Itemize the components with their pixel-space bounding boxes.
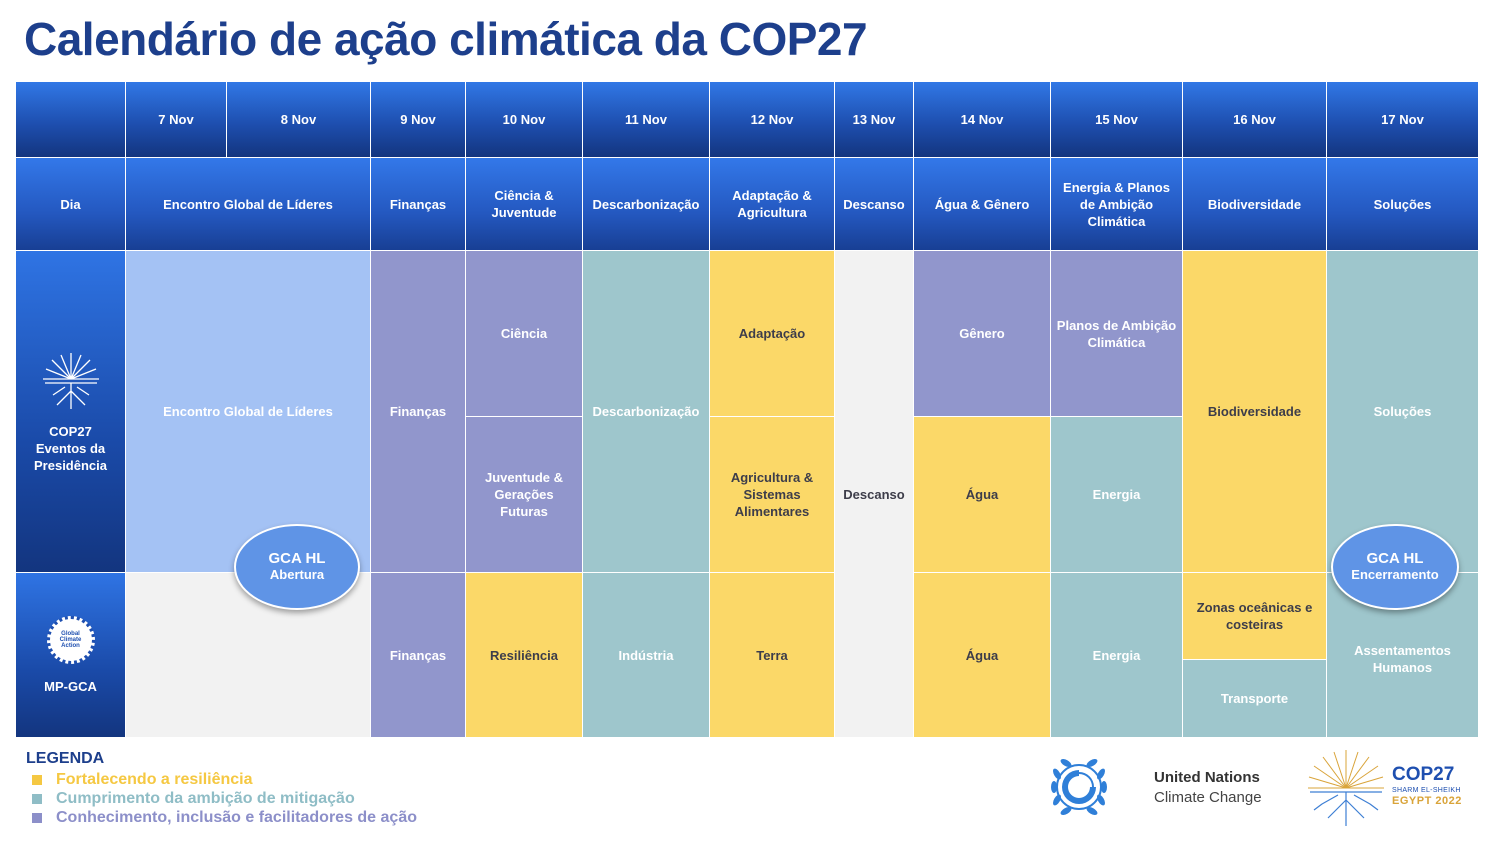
event-descarbonizacao: Descarbonização [583, 251, 709, 572]
sun-burst-icon [42, 353, 99, 409]
legend-label: Cumprimento da ambição de mitigação [56, 789, 355, 807]
gca-hl-closing-title: GCA HL [1366, 550, 1424, 567]
event-lideres: Encontro Global de Líderes [126, 251, 370, 572]
unfccc-logo: United Nations Climate Change [1044, 752, 1262, 822]
date-header: 15 Nov [1051, 82, 1182, 157]
mpgca-resiliencia: Resiliência [466, 573, 582, 737]
theme-adaptacao-agricultura: Adaptação & Agricultura [710, 158, 834, 250]
mpgca-industria: Indústria [583, 573, 709, 737]
header-corner [16, 82, 125, 157]
event-solucoes: Soluções [1327, 251, 1478, 572]
mpgca-zonas: Zonas oceânicas e costeiras [1183, 573, 1326, 659]
global-climate-action-icon-text: Global Climate Action [59, 630, 82, 649]
event-biodiversidade: Biodiversidade [1183, 251, 1326, 572]
date-header: 16 Nov [1183, 82, 1326, 157]
theme-descarbonizacao: Descarbonização [583, 158, 709, 250]
event-planos: Planos de Ambição Climática [1051, 251, 1182, 416]
unfccc-name-line1: United Nations [1154, 768, 1260, 786]
date-header: 9 Nov [371, 82, 465, 157]
legend-item-mitigation: Cumprimento da ambição de mitigação [26, 789, 417, 808]
legend-item-knowledge: Conhecimento, inclusão e facilitadores d… [26, 808, 417, 827]
theme-solucoes: Soluções [1327, 158, 1478, 250]
date-header: 10 Nov [466, 82, 582, 157]
event-adaptacao: Adaptação [710, 251, 834, 416]
event-agricultura: Agricultura & Sistemas Alimentares [710, 417, 834, 572]
gca-hl-opening-subtitle: Abertura [269, 567, 325, 582]
calendar-grid: 7 Nov 8 Nov 9 Nov 10 Nov 11 Nov 12 Nov 1… [16, 82, 1478, 737]
legend-label: Fortalecendo a resiliência [56, 770, 253, 788]
legend: LEGENDA Fortalecendo a resiliência Cumpr… [26, 750, 417, 827]
theme-label-dia: Dia [16, 158, 125, 250]
page-title: Calendário de ação climática da COP27 [24, 13, 868, 65]
legend-item-resilience: Fortalecendo a resiliência [26, 770, 417, 789]
row-label-mpgca: Global Climate Action MP-GCA [16, 573, 125, 737]
gca-hl-closing-badge: GCA HL Encerramento [1331, 524, 1459, 610]
date-header: 8 Nov [227, 82, 370, 157]
theme-energia-planos: Energia & Planos de Ambição Climática [1051, 158, 1182, 250]
cop27-logo: COP27 SHARM EL-SHEIKH EGYPT 2022 [1306, 748, 1466, 830]
unfccc-name-line2: Climate Change [1154, 788, 1262, 806]
date-header: 12 Nov [710, 82, 834, 157]
gca-hl-opening-title: GCA HL [268, 550, 326, 567]
mpgca-terra: Terra [710, 573, 834, 737]
theme-agua-genero: Água & Gênero [914, 158, 1050, 250]
theme-financas: Finanças [371, 158, 465, 250]
date-header: 14 Nov [914, 82, 1050, 157]
date-header: 11 Nov [583, 82, 709, 157]
un-emblem-icon [1051, 759, 1107, 815]
cop27-sun-icon [1308, 750, 1384, 826]
mpgca-energia: Energia [1051, 573, 1182, 737]
global-climate-action-icon: Global Climate Action [46, 615, 95, 664]
date-header: 7 Nov [126, 82, 226, 157]
mpgca-agua: Água [914, 573, 1050, 737]
row-label-presidency-text: COP27 Eventos da Presidência [34, 424, 107, 473]
event-energia: Energia [1051, 417, 1182, 572]
legend-label: Conhecimento, inclusão e facilitadores d… [56, 808, 417, 826]
theme-ciencia-juventude: Ciência & Juventude [466, 158, 582, 250]
date-header: 13 Nov [835, 82, 913, 157]
mpgca-financas: Finanças [371, 573, 465, 737]
row-label-mpgca-text: MP-GCA [44, 678, 97, 694]
mpgca-transporte: Transporte [1183, 660, 1326, 737]
event-financas: Finanças [371, 251, 465, 572]
cop27-logo-city: SHARM EL-SHEIKH [1392, 787, 1461, 794]
legend-swatch-purple [32, 812, 42, 823]
row-label-presidency: COP27 Eventos da Presidência [16, 251, 125, 572]
legend-swatch-teal [32, 793, 42, 804]
cop27-logo-country: EGYPT 2022 [1392, 795, 1462, 807]
gca-hl-closing-subtitle: Encerramento [1351, 567, 1439, 582]
event-genero: Gênero [914, 251, 1050, 416]
legend-swatch-yellow [32, 774, 42, 785]
event-juventude: Juventude & Gerações Futuras [466, 417, 582, 572]
cop27-logo-title: COP27 [1392, 764, 1455, 785]
legend-title: LEGENDA [26, 750, 105, 767]
theme-lideres: Encontro Global de Líderes [126, 158, 370, 250]
gca-hl-opening-badge: GCA HL Abertura [234, 524, 360, 610]
theme-biodiversidade: Biodiversidade [1183, 158, 1326, 250]
theme-descanso: Descanso [835, 158, 913, 250]
date-header: 17 Nov [1327, 82, 1478, 157]
event-agua: Água [914, 417, 1050, 572]
event-descanso: Descanso [835, 251, 913, 737]
event-ciencia: Ciência [466, 251, 582, 416]
